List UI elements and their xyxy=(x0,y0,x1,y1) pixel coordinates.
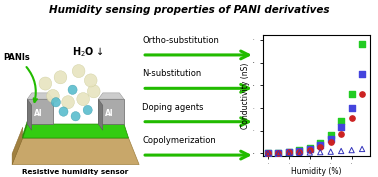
Point xyxy=(307,149,313,151)
Point xyxy=(338,119,344,122)
Point xyxy=(296,150,302,152)
Point xyxy=(359,73,365,75)
Text: Doping agents: Doping agents xyxy=(142,103,204,112)
Point xyxy=(276,151,282,154)
Circle shape xyxy=(77,93,90,106)
Polygon shape xyxy=(23,121,27,138)
Circle shape xyxy=(59,107,68,116)
Text: H$_2$O$\downarrow$: H$_2$O$\downarrow$ xyxy=(72,45,103,59)
Circle shape xyxy=(46,89,59,102)
Text: Al: Al xyxy=(34,109,43,118)
Polygon shape xyxy=(27,93,53,99)
Point xyxy=(338,150,344,152)
Circle shape xyxy=(62,96,74,109)
Circle shape xyxy=(71,112,80,121)
Point xyxy=(286,152,292,155)
Text: Copolymerization: Copolymerization xyxy=(142,136,216,145)
Point xyxy=(328,138,334,140)
Polygon shape xyxy=(12,138,139,165)
Circle shape xyxy=(54,71,67,84)
Text: PANIs: PANIs xyxy=(3,53,37,102)
Point xyxy=(276,151,282,154)
Point xyxy=(265,152,271,155)
Point xyxy=(265,152,271,155)
Point xyxy=(286,151,292,153)
Circle shape xyxy=(68,85,77,95)
Point xyxy=(328,150,334,153)
Point xyxy=(286,150,292,153)
Point xyxy=(296,149,302,152)
Point xyxy=(328,134,334,137)
Point xyxy=(265,152,271,155)
Text: Humidity sensing properties of PANI derivatives: Humidity sensing properties of PANI deri… xyxy=(49,5,329,15)
Point xyxy=(307,148,313,150)
Circle shape xyxy=(84,74,97,87)
Point xyxy=(328,141,334,144)
Point xyxy=(296,151,302,154)
Polygon shape xyxy=(27,99,32,130)
Polygon shape xyxy=(98,99,124,124)
Point xyxy=(349,149,355,152)
Point xyxy=(276,152,282,155)
Point xyxy=(265,152,271,155)
Point xyxy=(359,93,365,96)
Circle shape xyxy=(83,105,92,115)
Polygon shape xyxy=(98,93,124,99)
Text: N-substitution: N-substitution xyxy=(142,69,201,78)
Point xyxy=(317,151,323,153)
Point xyxy=(286,151,292,154)
Point xyxy=(307,151,313,154)
Circle shape xyxy=(51,98,60,107)
Point xyxy=(307,147,313,149)
Point xyxy=(349,107,355,110)
Point xyxy=(338,132,344,135)
Text: Ortho-substitution: Ortho-substitution xyxy=(142,36,219,45)
Circle shape xyxy=(39,77,52,90)
Y-axis label: Conductivity (nS): Conductivity (nS) xyxy=(241,62,250,129)
Polygon shape xyxy=(98,99,103,130)
Text: Al: Al xyxy=(105,109,114,118)
Point xyxy=(349,117,355,119)
Point xyxy=(317,146,323,149)
Point xyxy=(338,126,344,129)
X-axis label: Humidity (%): Humidity (%) xyxy=(291,167,342,176)
Text: Resistive humidity sensor: Resistive humidity sensor xyxy=(22,169,129,175)
Point xyxy=(317,144,323,147)
Polygon shape xyxy=(12,127,23,165)
Circle shape xyxy=(72,65,85,78)
Circle shape xyxy=(87,85,100,98)
Polygon shape xyxy=(27,99,53,124)
Point xyxy=(359,43,365,46)
Point xyxy=(317,142,323,145)
Polygon shape xyxy=(23,124,129,138)
Point xyxy=(349,93,355,96)
Point xyxy=(296,150,302,153)
Point xyxy=(276,151,282,154)
Point xyxy=(359,148,365,150)
